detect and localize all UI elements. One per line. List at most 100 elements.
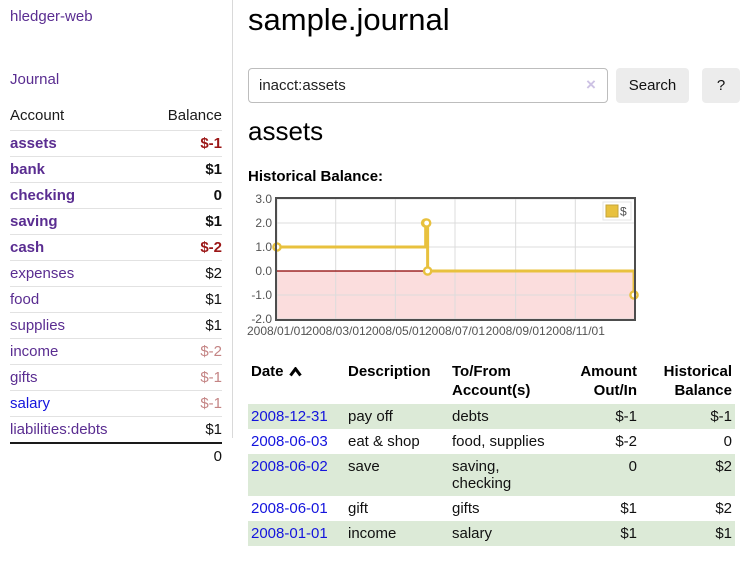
account-balance: $1 (150, 287, 222, 313)
account-balance: $1 (150, 417, 222, 444)
page-title: sample.journal (248, 2, 450, 38)
account-row: cash $-2 (10, 235, 222, 261)
account-link-saving[interactable]: saving (10, 213, 58, 230)
transaction-amount: $-2 (562, 429, 640, 454)
transaction-description: gift (345, 496, 449, 521)
register-header-tofrom: To/From Account(s) (449, 358, 562, 404)
transaction-amount: 0 (562, 454, 640, 496)
account-row: gifts $-1 (10, 365, 222, 391)
account-heading: assets (248, 116, 323, 147)
account-link-cash[interactable]: cash (10, 239, 44, 256)
register-header-row: Date Description To/From Account(s) Amou… (248, 358, 735, 404)
svg-text:2008/07/01: 2008/07/01 (425, 324, 485, 338)
journal-link[interactable]: Journal (10, 71, 59, 88)
svg-text:2008/05/01: 2008/05/01 (365, 324, 425, 338)
account-link-salary[interactable]: salary (10, 395, 50, 412)
search-button[interactable]: Search (616, 68, 689, 103)
register-header-balance: Historical Balance (640, 358, 735, 404)
account-balance: 0 (150, 183, 222, 209)
accounts-header-balance: Balance (150, 103, 222, 131)
transaction-accounts: food, supplies (449, 429, 562, 454)
account-link-bank[interactable]: bank (10, 161, 45, 178)
account-link-checking[interactable]: checking (10, 187, 75, 204)
account-balance: $1 (150, 313, 222, 339)
transaction-balance: $2 (640, 496, 735, 521)
svg-text:2008/01/01: 2008/01/01 (247, 324, 307, 338)
transaction-balance: $-1 (640, 404, 735, 429)
register-row: 2008-06-03 eat & shop food, supplies $-2… (248, 429, 735, 454)
register-row: 2008-06-02 save saving, checking 0 $2 (248, 454, 735, 496)
account-link-gifts[interactable]: gifts (10, 369, 38, 386)
account-row: saving $1 (10, 209, 222, 235)
accounts-total-value: 0 (150, 443, 222, 469)
register-row: 2008-06-01 gift gifts $1 $2 (248, 496, 735, 521)
accounts-header-account: Account (10, 103, 150, 131)
search-input[interactable] (248, 68, 608, 103)
transaction-amount: $1 (562, 496, 640, 521)
transaction-accounts: salary (449, 521, 562, 546)
account-row: supplies $1 (10, 313, 222, 339)
register-table: Date Description To/From Account(s) Amou… (248, 358, 735, 546)
svg-text:2008/11/01: 2008/11/01 (546, 324, 605, 338)
app-title-link[interactable]: hledger-web (10, 8, 93, 25)
transaction-date-link[interactable]: 2008-06-01 (251, 500, 328, 517)
transaction-description: income (345, 521, 449, 546)
svg-text:0.0: 0.0 (255, 264, 272, 278)
accounts-table: Account Balance assets $-1 bank $1 checkin… (10, 103, 222, 469)
transaction-accounts: saving, checking (449, 454, 562, 496)
account-link-liabilities-debts[interactable]: liabilities:debts (10, 421, 108, 438)
account-link-income[interactable]: income (10, 343, 58, 360)
account-balance: $-1 (150, 391, 222, 417)
account-balance: $-2 (150, 339, 222, 365)
account-balance: $1 (150, 157, 222, 183)
accounts-total-row: 0 (10, 443, 222, 469)
account-link-expenses[interactable]: expenses (10, 265, 74, 282)
svg-text:1.0: 1.0 (255, 240, 272, 254)
account-balance: $-1 (150, 365, 222, 391)
account-link-supplies[interactable]: supplies (10, 317, 65, 334)
account-balance: $1 (150, 209, 222, 235)
svg-text:-2.0: -2.0 (251, 312, 272, 326)
clear-search-icon[interactable]: × (586, 75, 596, 95)
transaction-accounts: debts (449, 404, 562, 429)
account-balance: $-1 (150, 131, 222, 157)
account-row: liabilities:debts $1 (10, 417, 222, 444)
account-row: income $-2 (10, 339, 222, 365)
transaction-date-link[interactable]: 2008-06-03 (251, 433, 328, 450)
help-button[interactable]: ? (702, 68, 740, 103)
transaction-balance: 0 (640, 429, 735, 454)
register-header-description: Description (345, 358, 449, 404)
svg-text:2008/03/01: 2008/03/01 (306, 324, 366, 338)
account-balance: $-2 (150, 235, 222, 261)
transaction-description: pay off (345, 404, 449, 429)
svg-text:2008/09/01: 2008/09/01 (486, 324, 546, 338)
account-row: assets $-1 (10, 131, 222, 157)
historical-balance-chart: 2008/01/012008/03/012008/05/012008/07/01… (240, 192, 642, 348)
search-form: × Search ? (248, 68, 738, 103)
account-row: bank $1 (10, 157, 222, 183)
register-row: 2008-12-31 pay off debts $-1 $-1 (248, 404, 735, 429)
transaction-description: save (345, 454, 449, 496)
main-content: sample.journal × Search ? assets Histori… (248, 0, 738, 582)
svg-text:$: $ (620, 205, 627, 219)
transaction-description: eat & shop (345, 429, 449, 454)
register-header-amount: Amount Out/In (562, 358, 640, 404)
svg-text:-1.0: -1.0 (251, 288, 272, 302)
transaction-date-link[interactable]: 2008-01-01 (251, 525, 328, 542)
chart-title: Historical Balance: (248, 168, 383, 185)
transaction-date-link[interactable]: 2008-06-02 (251, 458, 328, 475)
account-row: checking 0 (10, 183, 222, 209)
chart-svg: 2008/01/012008/03/012008/05/012008/07/01… (240, 192, 642, 348)
account-row: expenses$2 (10, 261, 222, 287)
transaction-balance: $2 (640, 454, 735, 496)
account-row: food $1 (10, 287, 222, 313)
transaction-date-link[interactable]: 2008-12-31 (251, 408, 328, 425)
svg-text:2.0: 2.0 (255, 216, 272, 230)
account-link-assets[interactable]: assets (10, 135, 57, 152)
register-header-date[interactable]: Date (248, 358, 345, 404)
account-row: salary $-1 (10, 391, 222, 417)
sort-ascending-icon (289, 363, 302, 382)
transaction-amount: $1 (562, 521, 640, 546)
account-link-food[interactable]: food (10, 291, 39, 308)
svg-text:3.0: 3.0 (255, 192, 272, 206)
